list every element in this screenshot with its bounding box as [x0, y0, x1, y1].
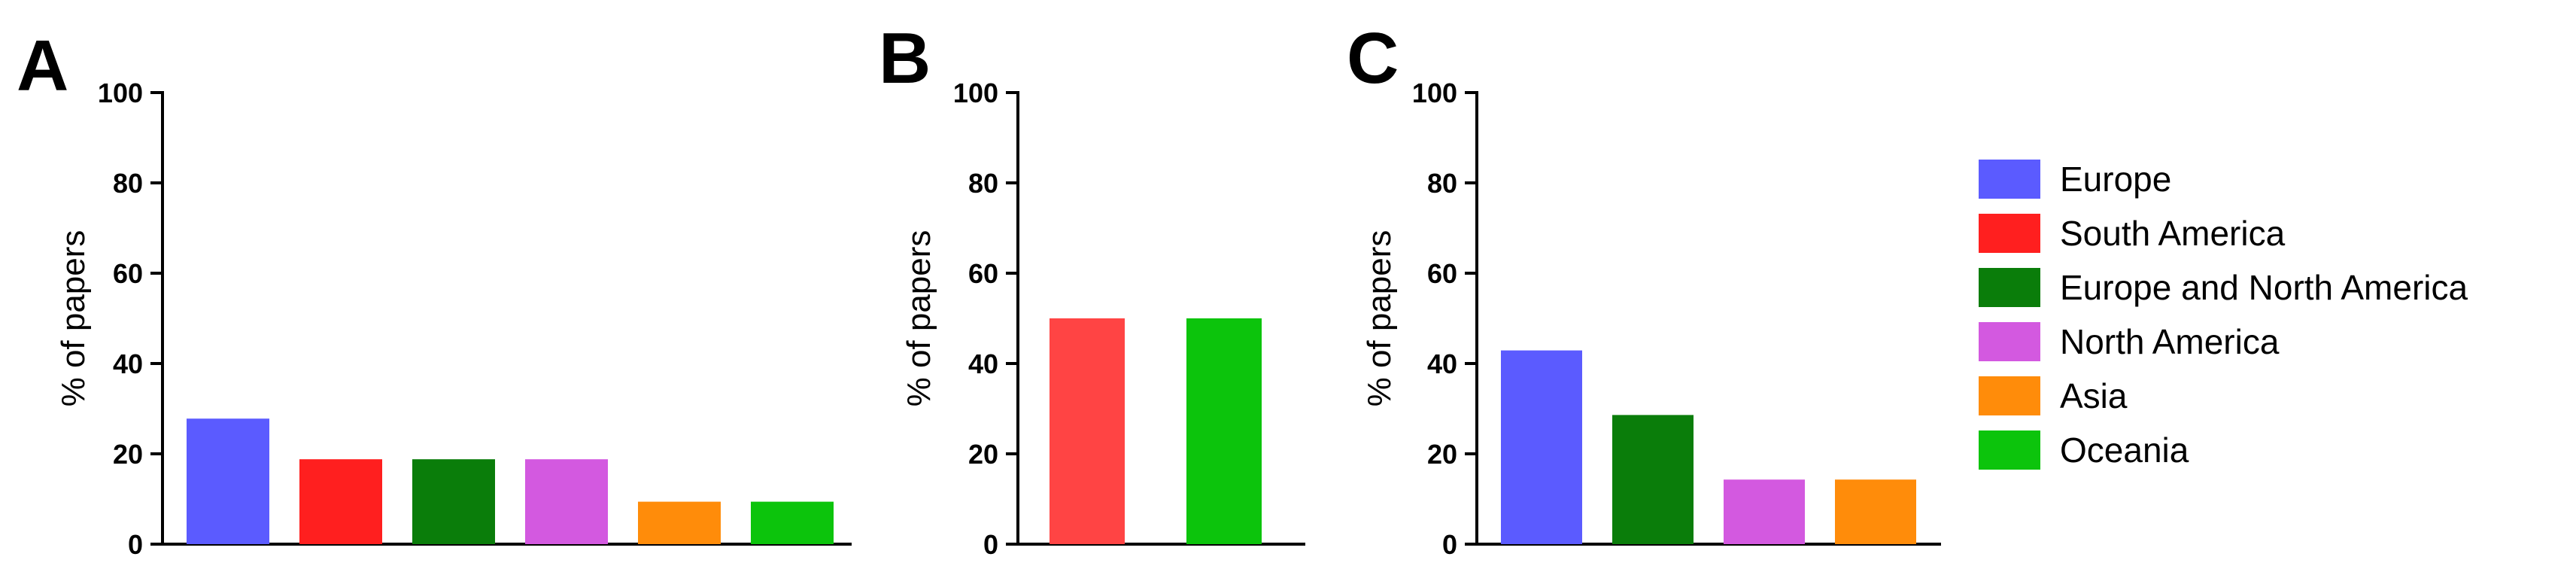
- bar-north-america: [1724, 479, 1805, 544]
- legend-swatch-europe: [1979, 160, 2040, 199]
- y-tick-label: 20: [113, 439, 143, 470]
- bar-europe-and-north-america: [1612, 415, 1694, 544]
- bar-asia: [1835, 479, 1916, 544]
- y-tick-label: 40: [968, 348, 998, 379]
- bar-south-america: [299, 459, 382, 544]
- y-tick-label: 60: [113, 258, 143, 289]
- bar-north-america: [525, 459, 608, 544]
- bar-south-america: [1050, 318, 1125, 544]
- y-tick-label: 20: [968, 439, 998, 470]
- y-tick-label: 60: [968, 258, 998, 289]
- y-tick-label: 0: [1442, 529, 1457, 560]
- y-tick-label: 100: [953, 78, 998, 108]
- legend-label-europe: Europe: [2060, 160, 2171, 199]
- legend-label-north-america: North America: [2060, 322, 2280, 361]
- y-axis-title: % of papers: [1361, 230, 1398, 407]
- legend-swatch-europe-and-north-america: [1979, 268, 2040, 307]
- panel-letter-b: B: [879, 18, 931, 99]
- legend-swatch-oceania: [1979, 430, 2040, 470]
- y-tick-label: 0: [983, 529, 998, 560]
- bar-europe-and-north-america: [412, 459, 495, 544]
- legend-label-asia: Asia: [2060, 376, 2128, 415]
- y-tick-label: 80: [968, 168, 998, 199]
- y-tick-label: 40: [113, 348, 143, 379]
- y-tick-label: 40: [1427, 348, 1457, 379]
- y-tick-label: 80: [1427, 168, 1457, 199]
- panel-letter-c: C: [1347, 18, 1399, 99]
- legend-swatch-asia: [1979, 376, 2040, 415]
- legend: Europe South America Europe and North Amer…: [1979, 160, 2468, 470]
- y-tick-label: 100: [1412, 78, 1457, 108]
- bar-oceania: [751, 501, 834, 544]
- y-axis-title: % of papers: [901, 230, 937, 407]
- legend-label-oceania: Oceania: [2060, 430, 2189, 470]
- panel-letter-a: A: [17, 26, 68, 106]
- panel-a: A 0 20 40 60 80 100 % of papers: [17, 26, 852, 560]
- bar-europe: [187, 418, 269, 544]
- y-tick-label: 80: [113, 168, 143, 199]
- y-tick-label: 100: [98, 78, 143, 108]
- y-tick-label: 0: [128, 529, 143, 560]
- bar-oceania: [1186, 318, 1262, 544]
- y-tick-label: 20: [1427, 439, 1457, 470]
- legend-swatch-south-america: [1979, 214, 2040, 253]
- y-tick-label: 60: [1427, 258, 1457, 289]
- y-axis-title: % of papers: [55, 230, 92, 407]
- legend-label-europe-and-north-america: Europe and North America: [2060, 268, 2468, 307]
- panel-b: B 0 20 40 60 80 100 % of papers: [879, 18, 1305, 560]
- bar-europe: [1501, 350, 1582, 544]
- panel-c: C 0 20 40 60 80 100 % of papers: [1347, 18, 1941, 560]
- legend-label-south-america: South America: [2060, 214, 2286, 253]
- bar-asia: [638, 501, 721, 544]
- legend-swatch-north-america: [1979, 322, 2040, 361]
